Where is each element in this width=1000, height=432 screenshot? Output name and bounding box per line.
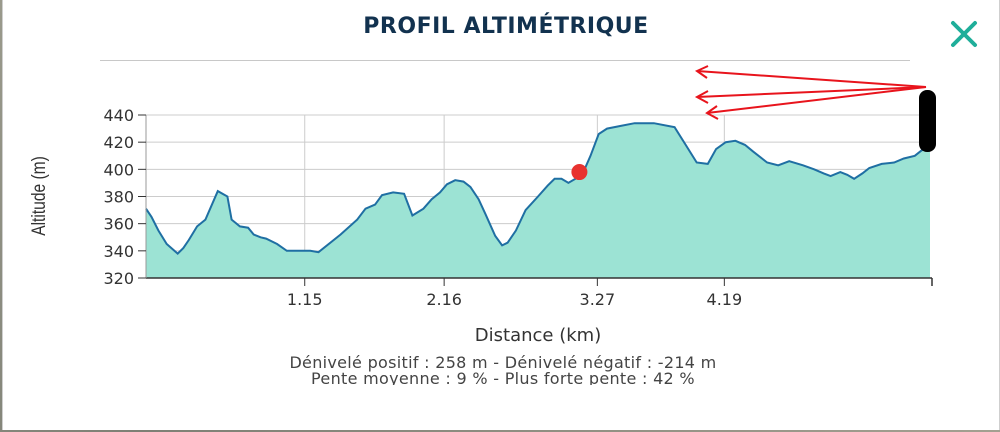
x-tick-label: 2.16 bbox=[426, 290, 462, 309]
y-tick-label: 420 bbox=[103, 133, 134, 152]
y-tick-label: 360 bbox=[103, 215, 134, 234]
elevation-gain-stats: Dénivelé positif : 258 m - Dénivelé néga… bbox=[289, 353, 717, 372]
y-tick-label: 380 bbox=[103, 188, 134, 207]
x-tick-label: 3.27 bbox=[580, 290, 616, 309]
elevation-area bbox=[146, 123, 930, 278]
y-tick-label: 440 bbox=[103, 106, 134, 125]
y-tick-label: 340 bbox=[103, 242, 134, 261]
x-tick-label: 4.19 bbox=[707, 290, 743, 309]
elevation-line bbox=[145, 122, 931, 255]
x-tick-labels: 1.15 2.16 3.27 4.19 bbox=[287, 278, 742, 309]
y-tick-label: 320 bbox=[103, 269, 134, 288]
range-handle[interactable] bbox=[919, 90, 936, 152]
x-tick-label: 1.15 bbox=[287, 290, 323, 309]
close-icon[interactable] bbox=[946, 16, 982, 52]
y-tick-label: 400 bbox=[103, 160, 134, 179]
annotation-arrows bbox=[694, 65, 927, 120]
panel-title: PROFIL ALTIMÉTRIQUE bbox=[363, 14, 649, 39]
y-tick-labels: 320 340 360 380 400 420 440 bbox=[103, 106, 146, 288]
position-marker[interactable] bbox=[571, 164, 588, 181]
slope-stats: Pente moyenne : 9 % - Plus forte pente :… bbox=[311, 369, 695, 385]
y-axis-label: Altitude (m) bbox=[28, 156, 50, 236]
title-divider bbox=[100, 60, 910, 61]
x-axis-label: Distance (km) bbox=[475, 325, 601, 346]
